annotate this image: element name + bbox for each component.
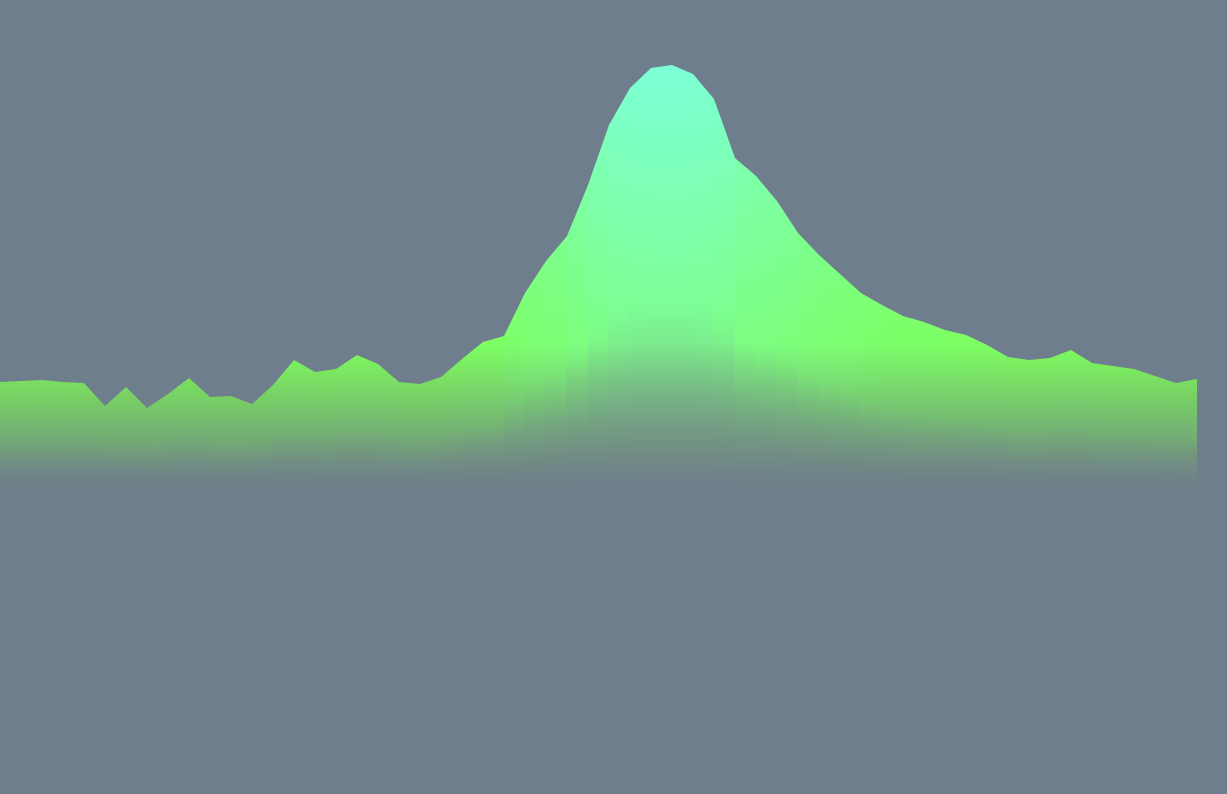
area-segment-44 xyxy=(923,320,946,491)
area-segment-12 xyxy=(251,383,274,491)
area-segment-19 xyxy=(398,380,421,491)
area-segment-24 xyxy=(503,291,526,491)
area-segment-22 xyxy=(461,340,484,491)
area-segment-31 xyxy=(650,65,673,491)
area-segment-28 xyxy=(587,123,610,491)
area-segment-4 xyxy=(83,381,106,491)
area-segment-27 xyxy=(566,183,589,491)
area-segment-37 xyxy=(776,199,799,491)
area-segment-8 xyxy=(167,376,190,491)
area-segment-9 xyxy=(188,376,211,491)
area-segment-50 xyxy=(1049,348,1072,491)
area-segment-47 xyxy=(986,343,1009,491)
area-segment-1 xyxy=(20,378,43,491)
area-segment-40 xyxy=(839,272,862,491)
area-segment-23 xyxy=(482,334,505,491)
area-segment-52 xyxy=(1091,361,1114,491)
area-segment-46 xyxy=(965,333,988,491)
area-segment-42 xyxy=(881,303,904,491)
area-series xyxy=(0,65,1197,491)
area-segment-53 xyxy=(1112,364,1135,491)
area-segment-55 xyxy=(1154,374,1177,491)
area-segment-41 xyxy=(860,291,883,491)
area-segment-26 xyxy=(545,234,568,491)
area-segment-0 xyxy=(0,379,22,491)
area-segment-7 xyxy=(146,392,169,491)
area-segment-30 xyxy=(629,66,652,491)
area-segment-49 xyxy=(1028,356,1051,491)
area-segment-45 xyxy=(944,328,967,491)
area-segment-14 xyxy=(293,358,316,491)
area-segment-6 xyxy=(125,385,148,491)
area-segment-16 xyxy=(335,353,358,491)
area-segment-2 xyxy=(41,378,64,491)
area-segment-5 xyxy=(104,385,127,491)
area-segment-17 xyxy=(356,353,379,491)
area-segment-15 xyxy=(314,367,337,491)
area-segment-56 xyxy=(1175,377,1197,491)
area-segment-39 xyxy=(818,253,841,491)
area-segment-25 xyxy=(524,259,547,491)
area-segment-33 xyxy=(692,72,715,491)
area-segment-32 xyxy=(671,65,694,491)
area-segment-48 xyxy=(1007,355,1030,491)
area-segment-34 xyxy=(713,97,736,491)
area-segment-36 xyxy=(755,174,778,491)
area-segment-38 xyxy=(797,231,820,491)
area-segment-20 xyxy=(419,375,442,491)
area-segment-13 xyxy=(272,358,295,491)
area-segment-11 xyxy=(230,394,253,491)
area-segment-21 xyxy=(440,357,463,491)
area-segment-10 xyxy=(209,394,232,491)
area-segment-29 xyxy=(608,86,631,491)
area-segment-3 xyxy=(62,380,85,491)
area-segment-51 xyxy=(1070,348,1093,491)
area-segment-54 xyxy=(1133,367,1156,491)
area-segment-18 xyxy=(377,362,400,491)
area-segment-43 xyxy=(902,314,925,491)
area-segment-35 xyxy=(734,156,757,491)
